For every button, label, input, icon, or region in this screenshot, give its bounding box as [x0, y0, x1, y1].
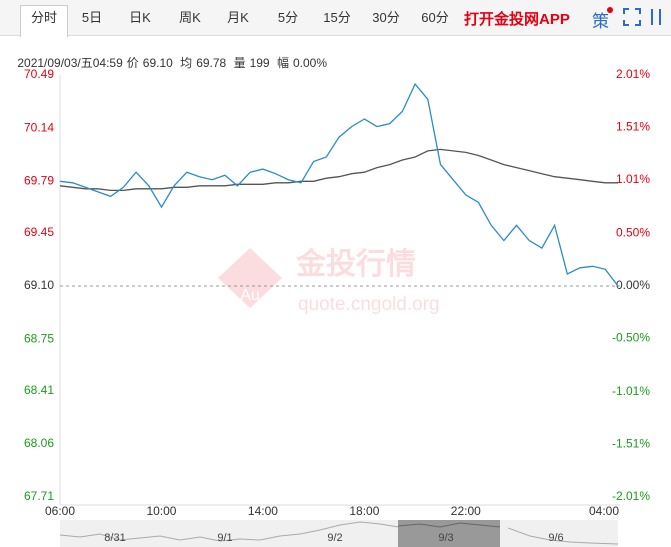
x-tick-label: 04:00: [589, 504, 619, 518]
y2-tick-label: 0.00%: [616, 278, 650, 292]
y-tick-label: 69.10: [24, 278, 54, 292]
x-tick-label: 18:00: [349, 504, 379, 518]
watermark: Au 金投行情 quote.cngold.org: [218, 247, 440, 315]
y2-tick-label: -1.51%: [612, 437, 650, 451]
navigator-label: 9/2: [327, 532, 342, 544]
datetime: 2021/09/03/五04:59: [17, 56, 123, 70]
navigator-line: [59, 521, 399, 542]
y2-tick-label: 2.01%: [616, 67, 650, 81]
volume: 199: [249, 56, 270, 70]
y-tick-label: 68.75: [24, 331, 54, 345]
app-link[interactable]: 打开金投网APP: [464, 11, 570, 28]
tab[interactable]: 5日: [81, 10, 103, 25]
navigator[interactable]: [60, 520, 618, 547]
x-tick-label: 10:00: [146, 504, 176, 518]
tab[interactable]: 30分: [372, 10, 400, 25]
avg: 69.78: [196, 56, 227, 70]
series-line: [59, 82, 619, 287]
y-tick-label: 68.41: [24, 383, 54, 397]
notification-dot: [607, 7, 613, 13]
navigator-label: 9/1: [217, 532, 232, 544]
y-tick-label: 70.14: [24, 120, 54, 134]
y-tick-label: 70.49: [24, 67, 54, 81]
navigator-line: [397, 522, 501, 528]
info-line: 2021/09/03/五04:59 价 69.10 均 69.78 量 199 幅 0.0…: [4, 40, 331, 85]
watermark-url: quote.cngold.org: [298, 294, 440, 315]
y-tick-label: 69.79: [24, 173, 54, 187]
tab[interactable]: 分时: [20, 5, 68, 37]
watermark-logo: Au: [240, 287, 260, 304]
watermark-name: 金投行情: [295, 247, 416, 281]
navigator-label: 9/3: [438, 532, 453, 544]
y2-tick-label: -1.01%: [612, 384, 650, 398]
y2-tick-label: -2.01%: [612, 489, 650, 503]
tab[interactable]: 60分: [421, 10, 449, 25]
y2-tick-label: 1.01%: [616, 172, 650, 186]
tab-bar: 分时 5日 日K 周K 月K 5分 15分 30分 60分: [0, 0, 671, 37]
x-tick-label: 06:00: [45, 504, 75, 518]
label: 价: [126, 56, 139, 70]
y-tick-label: 69.45: [24, 225, 54, 239]
tab[interactable]: 5分: [277, 10, 299, 25]
y2-tick-label: -0.50%: [612, 331, 650, 345]
y2-tick-label: 0.50%: [616, 226, 650, 240]
y2-tick-label: 1.51%: [616, 120, 650, 134]
y-tick-label: 67.71: [24, 489, 54, 503]
label: 量: [233, 56, 246, 70]
change: 0.00%: [292, 56, 327, 70]
navigator-line: [507, 527, 619, 545]
series-line: [59, 148, 618, 192]
label: 均: [180, 56, 193, 70]
x-tick-label: 22:00: [451, 504, 481, 518]
tab[interactable]: 周K: [179, 10, 201, 25]
label: 幅: [276, 56, 289, 70]
navigator-label: 9/6: [548, 532, 563, 544]
tab[interactable]: 日K: [129, 10, 151, 25]
strategy-button[interactable]: 策: [592, 12, 609, 31]
navigator-label: 8/31: [104, 532, 125, 544]
y-tick-label: 68.06: [24, 436, 54, 450]
x-tick-label: 14:00: [248, 504, 278, 518]
price: 69.10: [142, 56, 173, 70]
tab[interactable]: 15分: [323, 10, 351, 25]
tab[interactable]: 月K: [227, 10, 249, 25]
